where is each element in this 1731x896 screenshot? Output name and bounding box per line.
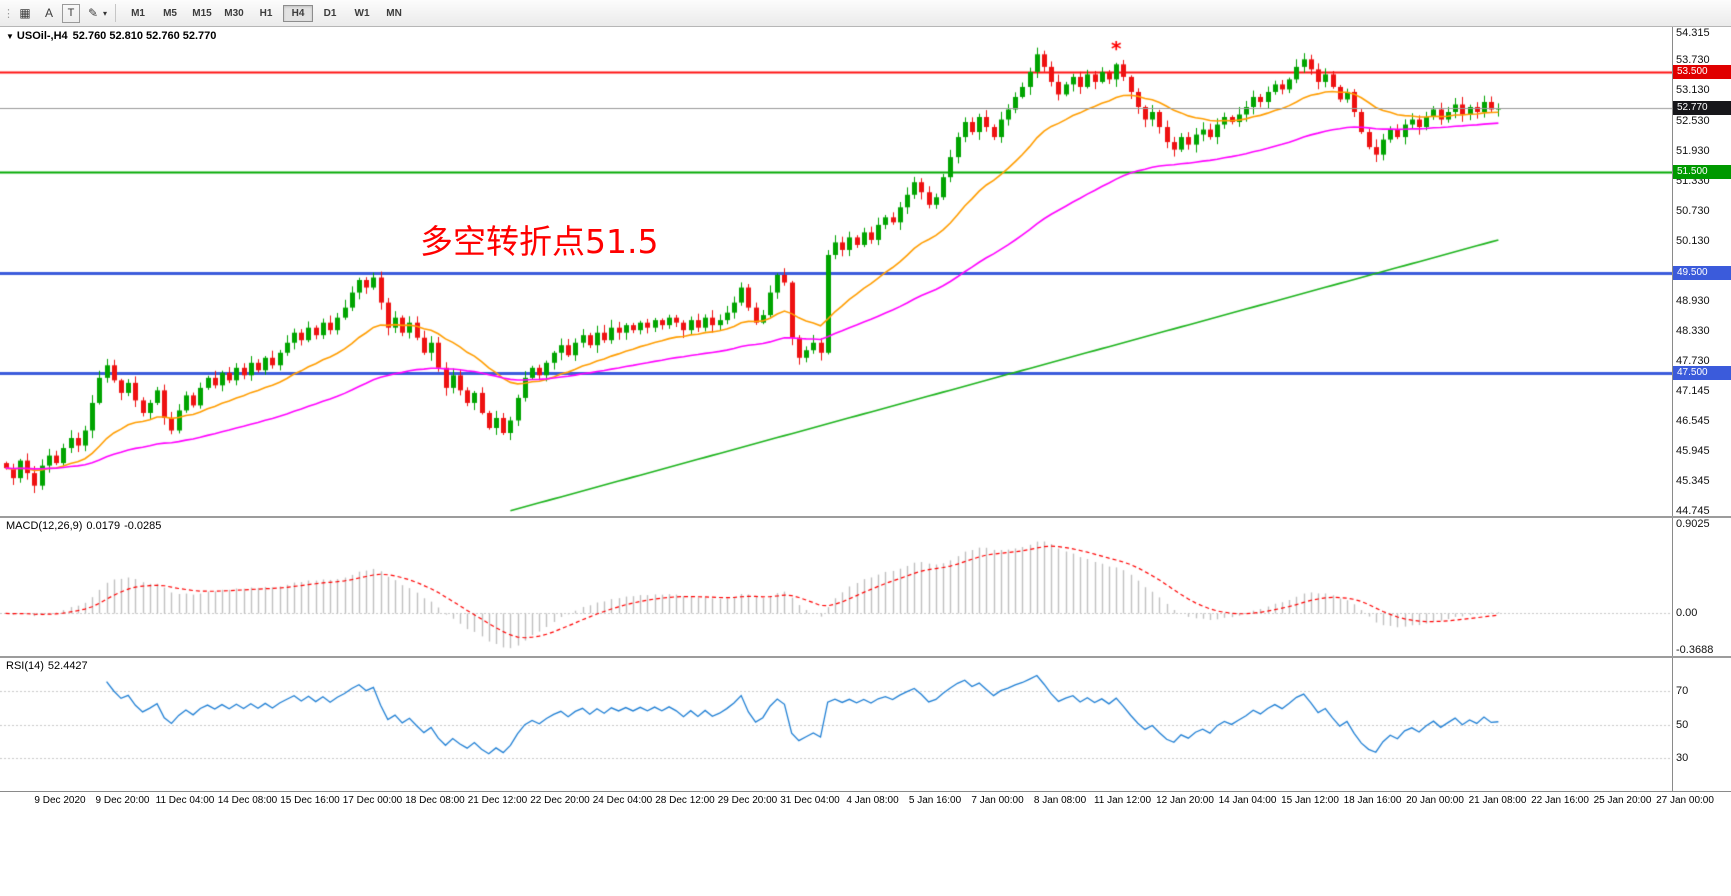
time-axis-label: 22 Jan 16:00 bbox=[1531, 795, 1589, 806]
price-axis[interactable]: 54.315 53.730 53.130 52.530 51.930 51.330 50.7… bbox=[1672, 27, 1731, 517]
timeframe-button-m30[interactable]: M30 bbox=[224, 7, 244, 19]
time-axis-label: 21 Dec 12:00 bbox=[467, 795, 528, 806]
tools-toolbar: ⋮ ▦ A T ✎ ▾ bbox=[3, 3, 109, 24]
timeframe-toolbar: M1 M5 M15 M30 H1 H4 D1 W1 MN bbox=[122, 4, 410, 22]
main-toolbar: ⋮ ▦ A T ✎ ▾ M1 M5 M15 M30 H1 H4 D1 W1 MN bbox=[0, 0, 1731, 27]
macd-name: MACD(12,26,9) bbox=[6, 520, 83, 532]
price-tick-label: 50.730 bbox=[1676, 204, 1710, 217]
time-axis-label: 31 Dec 04:00 bbox=[780, 795, 840, 806]
rsi-level-label: 70 bbox=[1676, 684, 1689, 697]
macd-axis[interactable]: 0.9025 0.00 -0.3688 bbox=[1672, 518, 1731, 656]
price-badge-49.500: 49.500 bbox=[1673, 265, 1731, 280]
macd-canvas[interactable] bbox=[0, 518, 1672, 656]
timeframe-button-m1[interactable]: M1 bbox=[131, 7, 145, 19]
time-axis-label: 14 Jan 04:00 bbox=[1218, 795, 1277, 806]
price-tick-label: 53.130 bbox=[1676, 84, 1710, 97]
macd-tick-label: 0.00 bbox=[1676, 607, 1698, 620]
charts-grid-icon[interactable]: ▦ bbox=[19, 5, 31, 20]
time-axis-label: 15 Jan 12:00 bbox=[1281, 795, 1339, 806]
chart-ohlc-values: 52.760 52.810 52.760 52.770 bbox=[72, 30, 217, 42]
time-axis-label: 14 Dec 08:00 bbox=[217, 795, 278, 806]
time-axis-label: 17 Dec 00:00 bbox=[342, 795, 403, 806]
time-axis-label: 20 Jan 00:00 bbox=[1406, 795, 1464, 806]
price-tick-label: 45.345 bbox=[1676, 474, 1710, 487]
time-axis-label: 9 Dec 20:00 bbox=[95, 795, 150, 806]
price-chart-pane: ▼ USOil-,H4 52.760 52.810 52.760 52.770 多空… bbox=[0, 27, 1731, 517]
dropdown-arrow-icon[interactable]: ▾ bbox=[103, 8, 108, 18]
macd-label: MACD(12,26,9) 0.0179 -0.0285 bbox=[6, 520, 165, 532]
macd-signal-value: -0.0285 bbox=[124, 520, 162, 532]
price-tick-label: 48.330 bbox=[1676, 325, 1710, 338]
time-axis-label: 29 Dec 20:00 bbox=[717, 795, 778, 806]
macd-pane: MACD(12,26,9) 0.0179 -0.0285 0.9025 0.00 -0.… bbox=[0, 518, 1731, 656]
toolbar-separator bbox=[115, 4, 117, 22]
draw-tools-icon[interactable]: ✎ bbox=[87, 5, 99, 20]
text-label-icon[interactable]: A bbox=[44, 5, 53, 20]
time-axis-label: 9 Dec 2020 bbox=[34, 795, 86, 806]
price-tick-label: 54.315 bbox=[1676, 27, 1710, 39]
time-axis-label: 28 Dec 12:00 bbox=[655, 795, 715, 806]
chart-annotation-text[interactable]: 多空转折点51.5 bbox=[420, 222, 659, 261]
price-tick-label: 52.530 bbox=[1676, 114, 1710, 127]
macd-tick-label: 0.9025 bbox=[1676, 518, 1710, 530]
price-tick-label: 46.545 bbox=[1676, 414, 1710, 427]
timeframe-button-h1[interactable]: H1 bbox=[259, 7, 273, 19]
rsi-name: RSI(14) bbox=[6, 660, 44, 672]
macd-main-value: 0.0179 bbox=[86, 520, 121, 532]
time-axis-label: 18 Dec 08:00 bbox=[405, 795, 465, 806]
price-badge-51.500: 51.500 bbox=[1673, 165, 1731, 180]
timeframe-button-d1[interactable]: D1 bbox=[323, 7, 337, 19]
pane-separator[interactable] bbox=[0, 516, 1731, 518]
price-tick-label: 44.745 bbox=[1676, 505, 1710, 517]
rsi-level-label: 50 bbox=[1676, 718, 1689, 731]
price-chart-canvas[interactable] bbox=[0, 27, 1672, 516]
toolbar-grip-icon[interactable]: ⋮ bbox=[3, 7, 14, 20]
timeframe-button-m15[interactable]: M15 bbox=[192, 7, 212, 19]
macd-tick-label: -0.3688 bbox=[1676, 644, 1714, 656]
time-axis[interactable]: 9 Dec 2020 9 Dec 20:00 11 Dec 04:00 14 Dec … bbox=[0, 791, 1731, 811]
time-axis-label: 12 Jan 20:00 bbox=[1156, 795, 1214, 806]
time-axis-label: 11 Dec 04:00 bbox=[155, 795, 215, 806]
rsi-level-label: 30 bbox=[1676, 752, 1689, 765]
price-tick-label: 50.130 bbox=[1676, 234, 1710, 247]
chart-menu-icon[interactable]: ▼ bbox=[6, 32, 14, 41]
time-axis-label: 24 Dec 04:00 bbox=[592, 795, 653, 806]
time-axis-label: 15 Dec 16:00 bbox=[280, 795, 340, 806]
rsi-label: RSI(14) 52.4427 bbox=[6, 660, 92, 672]
text-box-icon[interactable]: T bbox=[62, 3, 80, 23]
rsi-canvas[interactable] bbox=[0, 658, 1672, 791]
time-axis-label: 27 Jan 00:00 bbox=[1656, 795, 1714, 806]
timeframe-button-mn[interactable]: MN bbox=[386, 7, 402, 19]
rsi-value: 52.4427 bbox=[47, 660, 88, 672]
time-axis-label: 25 Jan 20:00 bbox=[1593, 795, 1652, 806]
time-axis-label: 5 Jan 16:00 bbox=[908, 795, 962, 806]
rsi-pane: RSI(14) 52.4427 70 50 30 bbox=[0, 658, 1731, 791]
price-tick-label: 48.930 bbox=[1676, 295, 1710, 308]
time-axis-label: 8 Jan 08:00 bbox=[1033, 795, 1087, 806]
timeframe-button-w1[interactable]: W1 bbox=[354, 7, 370, 19]
price-tick-label: 47.730 bbox=[1676, 355, 1710, 368]
chart-symbol-period: USOil-,H4 bbox=[16, 30, 68, 42]
price-badge-47.500: 47.500 bbox=[1673, 365, 1731, 380]
price-badge-53.500: 53.500 bbox=[1673, 64, 1731, 79]
price-tick-label: 47.145 bbox=[1676, 384, 1710, 397]
price-tick-label: 45.945 bbox=[1676, 444, 1710, 457]
time-axis-label: 22 Dec 20:00 bbox=[530, 795, 590, 806]
time-axis-label: 11 Jan 12:00 bbox=[1093, 795, 1152, 806]
time-axis-label: 4 Jan 08:00 bbox=[846, 795, 899, 806]
timeframe-button-h4[interactable]: H4 bbox=[283, 4, 314, 22]
time-axis-label: 18 Jan 16:00 bbox=[1343, 795, 1402, 806]
price-tick-label: 53.730 bbox=[1676, 54, 1710, 67]
pane-separator[interactable] bbox=[0, 656, 1731, 658]
price-tick-label: 51.930 bbox=[1676, 144, 1710, 157]
time-axis-label: 7 Jan 00:00 bbox=[971, 795, 1024, 806]
price-badge-52.770: 52.770 bbox=[1673, 101, 1731, 116]
chart-title: ▼ USOil-,H4 52.760 52.810 52.760 52.770 bbox=[6, 30, 216, 42]
timeframe-button-m5[interactable]: M5 bbox=[163, 7, 177, 19]
rsi-axis[interactable]: 70 50 30 bbox=[1672, 658, 1731, 791]
time-axis-label: 21 Jan 08:00 bbox=[1468, 795, 1527, 806]
